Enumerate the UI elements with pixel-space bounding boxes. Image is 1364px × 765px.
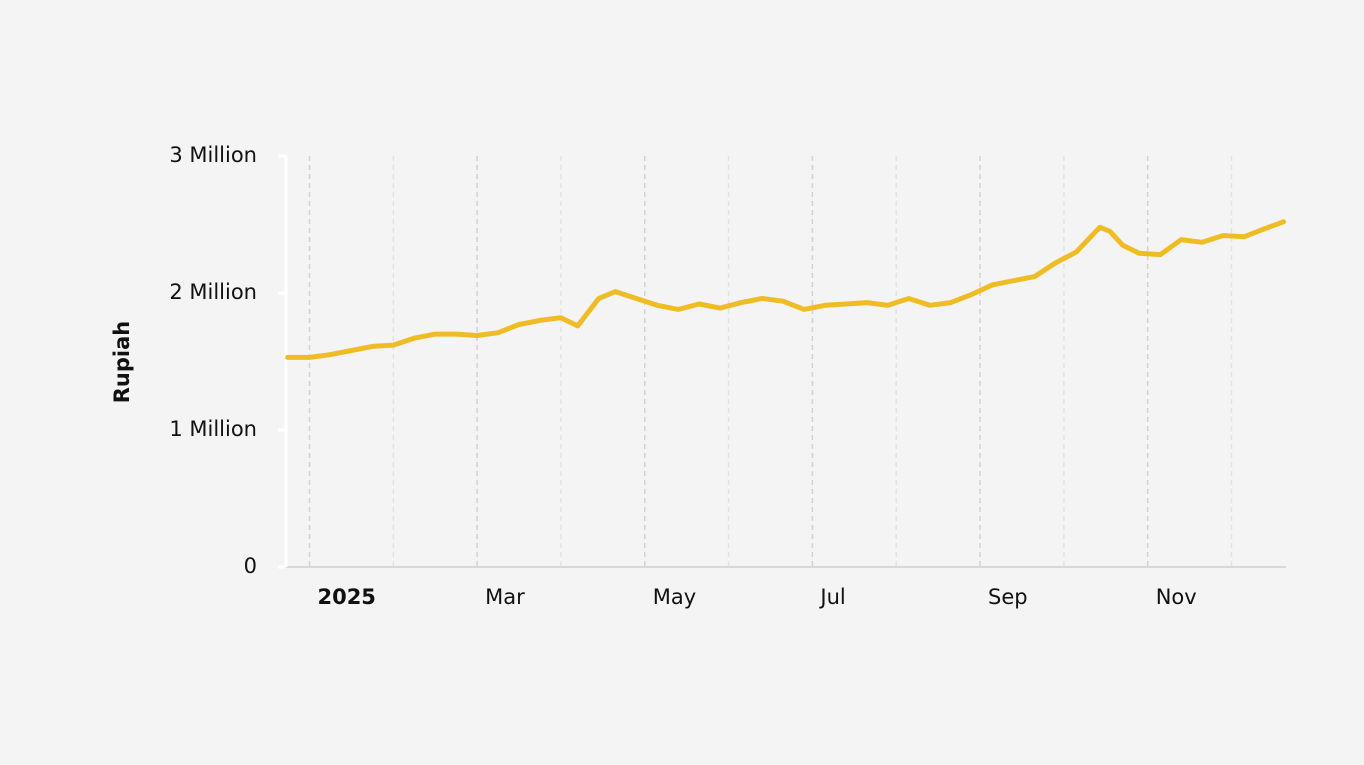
y-tick-label: 1 Million	[169, 417, 257, 441]
x-tick-label: Jul	[818, 585, 845, 609]
x-tick-label: Mar	[485, 585, 525, 609]
y-tick-label: 0	[244, 554, 257, 578]
x-tick-label: Sep	[988, 585, 1028, 609]
price-line	[285, 219, 1286, 360]
y-axis-label: Rupiah	[110, 321, 134, 403]
x-tick-label: 2025	[317, 585, 375, 609]
y-tick-label: 2 Million	[169, 280, 257, 304]
y-tick-label: 3 Million	[169, 143, 257, 167]
x-tick-label: Nov	[1156, 585, 1197, 609]
x-tick-label: May	[653, 585, 696, 609]
